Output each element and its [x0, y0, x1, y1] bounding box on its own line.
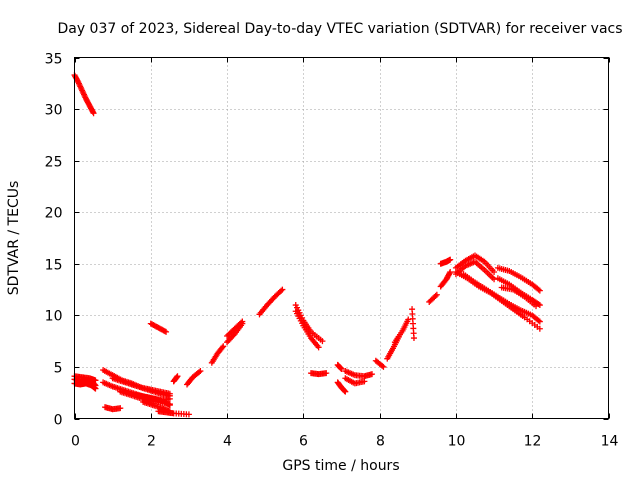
data-point — [536, 325, 543, 332]
data-point — [166, 402, 173, 409]
y-axis-label: SDTVAR / TECUs — [6, 181, 22, 296]
data-point — [405, 316, 412, 323]
data-point — [197, 368, 204, 375]
data-point — [92, 377, 99, 384]
series-track-22 — [307, 370, 330, 378]
data-point — [342, 388, 349, 395]
data-point — [535, 317, 542, 324]
series-track-19 — [256, 286, 286, 318]
series-track-09 — [132, 391, 173, 409]
x-tick-label: 8 — [376, 434, 385, 450]
x-axis-label: GPS time / hours — [282, 458, 399, 474]
data-point — [239, 318, 246, 325]
series-track-34 — [452, 252, 498, 276]
data-point — [491, 269, 498, 276]
series-track-18 — [224, 318, 246, 339]
x-tick-label: 2 — [147, 434, 156, 450]
series-track-30 — [409, 306, 417, 342]
series-track-21 — [292, 308, 322, 351]
data-point — [279, 286, 286, 293]
data-point — [536, 287, 543, 294]
data-point — [185, 411, 192, 418]
x-tick-label: 10 — [448, 434, 466, 450]
data-point — [536, 318, 543, 325]
data-point — [535, 286, 542, 293]
data-point — [380, 363, 387, 370]
y-tick-label: 10 — [45, 309, 63, 325]
series-track-32 — [437, 269, 454, 290]
series-track-13 — [155, 408, 192, 418]
series-track-15 — [184, 368, 204, 388]
data-points — [71, 72, 543, 418]
data-point — [163, 328, 170, 335]
grid-lines — [74, 57, 609, 419]
y-tick-label: 15 — [45, 258, 63, 274]
data-point — [361, 378, 368, 385]
series-track-12 — [147, 320, 170, 335]
series-track-29 — [391, 316, 412, 346]
series-track-14 — [170, 373, 181, 385]
data-point — [536, 302, 543, 309]
series-track-11 — [102, 404, 124, 413]
x-tick-label: 12 — [524, 434, 542, 450]
data-point — [90, 110, 97, 117]
data-point — [338, 365, 345, 372]
data-point — [433, 291, 440, 298]
x-tick-label: 4 — [223, 434, 232, 450]
data-point — [166, 395, 173, 402]
data-point — [117, 405, 124, 412]
series-track-33 — [437, 256, 454, 267]
y-tick-label: 35 — [45, 52, 63, 68]
x-tick-label: 6 — [299, 434, 308, 450]
data-point — [174, 373, 181, 380]
series-track-23 — [334, 361, 345, 372]
data-point — [315, 344, 322, 351]
data-point — [491, 276, 498, 283]
series-track-16 — [208, 343, 227, 366]
y-axis-ticks: 0 5 10 15 20 25 30 35 — [45, 52, 609, 429]
x-tick-label: 0 — [71, 434, 80, 450]
y-tick-label: 5 — [54, 361, 63, 377]
data-point — [447, 256, 454, 263]
y-tick-label: 25 — [45, 155, 63, 171]
data-point — [278, 287, 285, 294]
series-track-27 — [372, 357, 387, 370]
data-point — [432, 292, 439, 299]
data-point — [369, 371, 376, 378]
y-tick-label: 0 — [54, 413, 63, 429]
data-point — [166, 390, 173, 397]
data-point — [410, 335, 417, 342]
series-track-24 — [334, 379, 349, 395]
chart-title: Day 037 of 2023, Sidereal Day-to-day VTE… — [57, 21, 622, 37]
series-track-31 — [426, 291, 440, 305]
data-point — [323, 370, 330, 377]
data-point — [238, 319, 245, 326]
series-track-40 — [498, 284, 540, 310]
data-point — [379, 362, 386, 369]
data-point — [161, 328, 168, 335]
plot-frame — [74, 57, 609, 419]
data-point — [533, 303, 540, 310]
series-track-04 — [71, 373, 99, 384]
data-point — [319, 338, 326, 345]
y-tick-label: 20 — [45, 206, 63, 222]
series-track-38 — [494, 264, 543, 294]
data-point — [92, 385, 99, 392]
series-track-25 — [342, 368, 376, 380]
series-track-07 — [109, 375, 173, 397]
y-tick-label: 30 — [45, 103, 63, 119]
data-point — [220, 343, 227, 350]
data-point — [219, 344, 226, 351]
x-tick-label: 14 — [601, 434, 619, 450]
data-point — [196, 369, 203, 376]
series-track-26 — [342, 375, 368, 387]
series-track-37 — [460, 271, 543, 325]
x-axis-ticks: 0 2 4 6 8 10 12 14 — [71, 57, 619, 450]
data-point — [447, 269, 454, 276]
